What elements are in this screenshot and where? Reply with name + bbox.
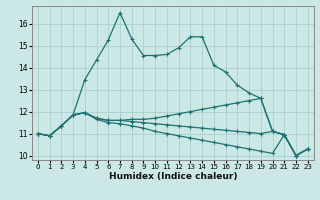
X-axis label: Humidex (Indice chaleur): Humidex (Indice chaleur) [108,172,237,181]
